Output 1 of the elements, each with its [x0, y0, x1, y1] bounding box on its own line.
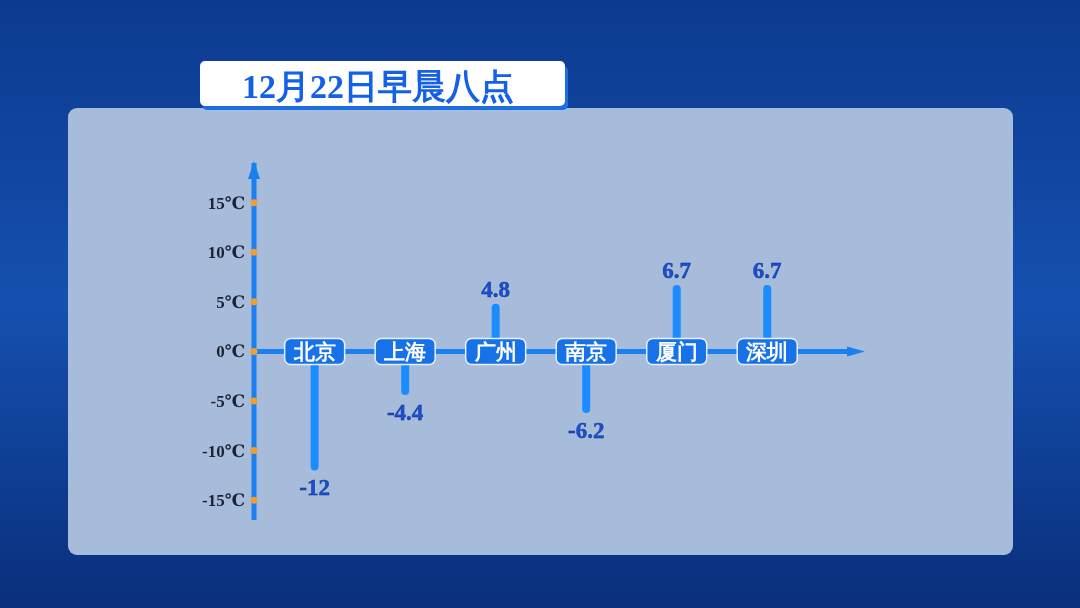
- title: 12月22日早晨八点: [242, 68, 514, 105]
